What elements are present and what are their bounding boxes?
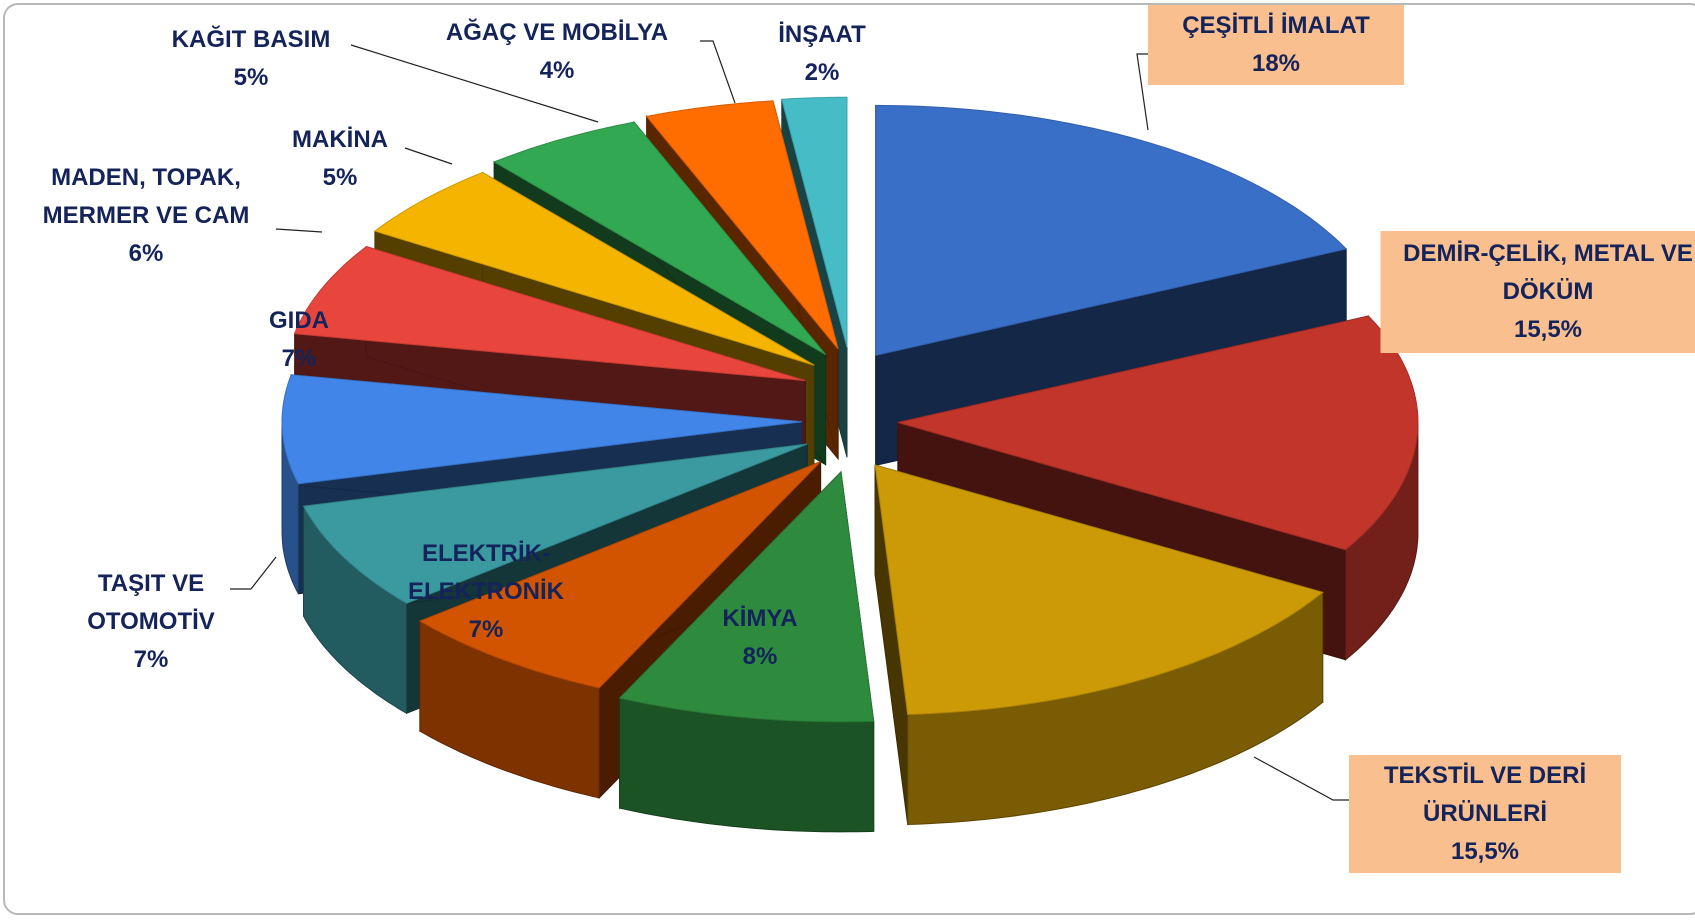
- slice: [645, 100, 839, 350]
- slice-label: MAKİNA 5%: [260, 121, 420, 197]
- category-label: AĞAÇ VE MOBİLYA: [445, 19, 669, 46]
- slice-label: TAŞIT VE OTOMOTİV 7%: [61, 565, 241, 679]
- pie: [281, 96, 1419, 833]
- slice-label: MADEN, TOPAK, MERMER VE CAM 6%: [1, 159, 291, 273]
- leader-line: [230, 556, 277, 590]
- leader-line: [275, 228, 323, 233]
- category-label: İNŞAAT: [778, 21, 866, 48]
- slice: [373, 171, 815, 366]
- slice-label: KİMYA 8%: [670, 600, 850, 676]
- leader-line: [350, 44, 599, 123]
- value-label: 18%: [1251, 50, 1301, 77]
- category-label: ELEKTRİK-ELEKTRONİK: [408, 540, 564, 605]
- category-label: KİMYA: [722, 605, 798, 632]
- value-label: 4%: [539, 57, 575, 84]
- leader-lines: [230, 40, 1349, 801]
- category-label: DEMİR-ÇELİK, METAL VE DÖKÜM: [1403, 240, 1693, 305]
- value-label: 15,5%: [1513, 316, 1583, 343]
- value-label: 7%: [133, 646, 169, 673]
- slice: [418, 461, 821, 689]
- slice-label: DEMİR-ÇELİK, METAL VE DÖKÜM 15,5%: [1380, 231, 1695, 353]
- slice-label: İNŞAAT 2%: [757, 16, 887, 92]
- category-label: TAŞIT VE OTOMOTİV: [87, 570, 215, 635]
- value-label: 5%: [322, 164, 358, 191]
- slice-label: AĞAÇ VE MOBİLYA 4%: [407, 14, 707, 90]
- category-label: MADEN, TOPAK, MERMER VE CAM: [42, 164, 250, 229]
- leader-line: [1253, 756, 1349, 801]
- value-label: 8%: [742, 643, 778, 670]
- category-label: TEKSTİL VE DERİ ÜRÜNLERİ: [1383, 762, 1587, 827]
- category-label: GIDA: [269, 307, 329, 334]
- slice: [618, 470, 875, 723]
- leader-line: [700, 40, 736, 104]
- slice-label: TEKSTİL VE DERİ ÜRÜNLERİ 15,5%: [1349, 755, 1621, 873]
- value-label: 7%: [281, 345, 317, 372]
- leader-line: [404, 147, 453, 165]
- value-label: 6%: [128, 240, 164, 267]
- slice: [302, 443, 808, 604]
- slice-label: ÇEŞİTLİ İMALAT 18%: [1148, 5, 1404, 85]
- category-label: MAKİNA: [292, 126, 388, 153]
- slice-label: GIDA 7%: [239, 302, 359, 378]
- value-label: 5%: [233, 64, 269, 91]
- category-label: ÇEŞİTLİ İMALAT: [1182, 12, 1370, 39]
- leader-line: [1136, 53, 1149, 131]
- slice: [874, 464, 1324, 716]
- slice: [281, 374, 803, 485]
- slice: [781, 96, 848, 348]
- slice: [875, 104, 1348, 357]
- value-label: 15,5%: [1450, 838, 1520, 865]
- slice: [492, 121, 826, 356]
- slice-label: ELEKTRİK-ELEKTRONİK 7%: [381, 535, 591, 649]
- value-label: 7%: [468, 616, 504, 643]
- value-label: 2%: [804, 59, 840, 86]
- slice: [293, 246, 806, 382]
- slice-label: KAĞIT BASIM 5%: [141, 21, 361, 97]
- category-label: KAĞIT BASIM: [171, 26, 331, 53]
